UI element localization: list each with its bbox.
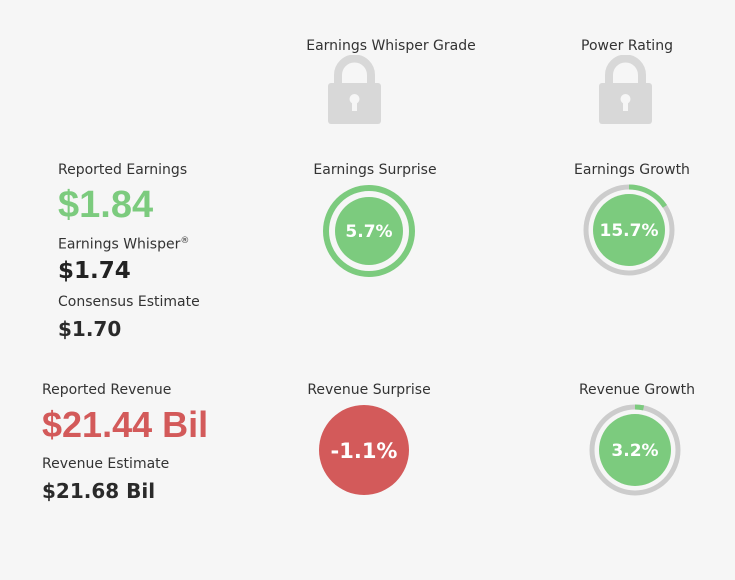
earnings-surprise-gauge: 5.7% (323, 185, 415, 277)
earnings-whisper-grade-label: Earnings Whisper Grade (306, 38, 476, 54)
reported-revenue-label: Reported Revenue (42, 382, 172, 398)
revenue-growth-value: 3.2% (611, 441, 658, 461)
consensus-estimate-value: $1.70 (58, 317, 122, 341)
revenue-growth-label: Revenue Growth (578, 382, 696, 398)
power-rating-label: Power Rating (581, 38, 673, 54)
earnings-growth-label: Earnings Growth (574, 162, 690, 178)
revenue-surprise-label: Revenue Surprise (307, 382, 431, 398)
earnings-whisper-value: $1.74 (58, 258, 131, 284)
reported-revenue-value: $21.44 Bil (42, 404, 209, 445)
revenue-surprise-value: -1.1% (331, 439, 398, 463)
consensus-estimate-label: Consensus Estimate (58, 294, 200, 310)
earnings-surprise-ring (323, 185, 415, 277)
earnings-whisper-text: Earnings Whisper (58, 236, 181, 253)
earnings-whisper-label: Earnings Whisper® (58, 236, 189, 253)
reported-earnings-value: $1.84 (58, 184, 154, 226)
revenue-estimate-label: Revenue Estimate (42, 456, 170, 472)
revenue-growth-arc (589, 404, 681, 496)
revenue-surprise-gauge: -1.1% (319, 405, 409, 495)
revenue-growth-gauge: 3.2% (589, 404, 681, 496)
lock-icon (327, 54, 382, 129)
revenue-surprise-disc (319, 405, 409, 495)
earnings-growth-gauge: 15.7% (583, 184, 675, 276)
earnings-growth-arc (583, 184, 675, 276)
reported-earnings-label: Reported Earnings (58, 162, 188, 178)
earnings-surprise-disc (335, 197, 403, 265)
revenue-estimate-value: $21.68 Bil (42, 479, 156, 503)
lock-icon (598, 54, 653, 129)
earnings-surprise-value: 5.7% (345, 222, 392, 242)
registered-mark: ® (180, 236, 190, 246)
earnings-surprise-label: Earnings Surprise (313, 162, 437, 178)
earnings-growth-value: 15.7% (600, 221, 659, 241)
revenue-growth-disc (599, 414, 671, 486)
earnings-growth-disc (593, 194, 665, 266)
